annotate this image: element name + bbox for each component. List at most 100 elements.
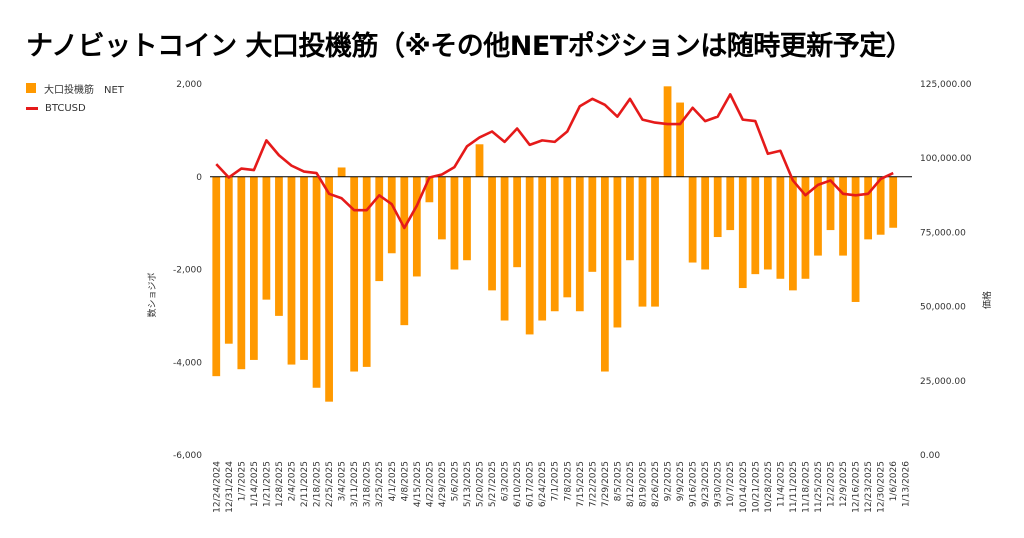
bar-5-27-2025 [488, 176, 496, 291]
y-tick-label: -6,000 [173, 451, 202, 461]
y2-axis-title: 価格 [981, 291, 993, 309]
bar-11-4-2025 [776, 176, 785, 279]
bar-1-14-2025 [249, 176, 258, 360]
x-tick-label: 1/13/2026 [902, 461, 912, 507]
bar-5-20-2025 [475, 144, 484, 177]
x-tick-label: 6/24/2025 [538, 461, 548, 507]
x-tick-label: 11/18/2025 [801, 461, 811, 513]
bar-4-22-2025 [425, 176, 434, 203]
bar-6-24-2025 [538, 176, 547, 321]
x-tick-label: 9/23/2025 [701, 461, 711, 507]
x-tick-label: 2/25/2025 [325, 461, 335, 507]
x-tick-label: 1/7/2025 [237, 461, 247, 501]
x-tick-label: 8/26/2025 [651, 461, 661, 507]
y2-tick-label: 25,000.00 [920, 377, 966, 387]
x-tick-label: 4/15/2025 [413, 461, 423, 507]
y-tick-label: 2,000 [176, 80, 202, 90]
legend-item-btcusd: BTCUSD [26, 98, 124, 118]
x-tick-label: 11/11/2025 [789, 461, 799, 513]
x-tick-label: 10/7/2025 [726, 461, 736, 507]
bar-12-23-2025 [864, 176, 873, 240]
bar-4-15-2025 [412, 176, 421, 277]
y2-tick-label: 100,000.00 [920, 154, 972, 164]
y-tick-label: -4,000 [173, 358, 202, 368]
x-tick-label: 6/3/2025 [501, 461, 511, 501]
x-tick-label: 8/5/2025 [613, 461, 623, 501]
bar-6-3-2025 [500, 176, 509, 321]
bar-11-11-2025 [789, 176, 797, 291]
bar-7-29-2025 [600, 176, 609, 372]
x-axis: 12/24/2024 12/31/2024 1/7/2025 1/14/2025 1/2… [212, 461, 911, 513]
x-tick-label: 4/22/2025 [425, 461, 435, 507]
x-tick-label: 3/4/2025 [338, 461, 348, 501]
chart-title: ナノビットコイン 大口投機筋（※その他NETポジションは随時更新予定） [26, 31, 913, 62]
x-tick-label: 10/21/2025 [751, 461, 761, 513]
bar-12-30-2025 [876, 176, 885, 235]
bar-8-5-2025 [613, 176, 622, 328]
x-tick-label: 7/8/2025 [563, 461, 573, 501]
bar-8-26-2025 [651, 176, 659, 307]
x-tick-label: 7/29/2025 [601, 461, 611, 507]
y-axis-right: 125,000.00 100,000.00 75,000.00 50,000.00 25… [920, 80, 972, 461]
x-tick-label: 12/30/2025 [877, 461, 887, 513]
bar-1-7-2025 [237, 176, 246, 370]
x-tick-label: 9/9/2025 [676, 461, 686, 501]
x-tick-label: 1/14/2025 [250, 461, 260, 507]
bar-12-9-2025 [839, 176, 847, 256]
bar-10-21-2025 [751, 176, 760, 275]
y-axis-title: 数ショジボ [146, 272, 158, 317]
line-series [215, 93, 894, 230]
y-tick-label: -2,000 [173, 266, 202, 276]
x-tick-label: 5/6/2025 [450, 461, 460, 501]
x-tick-label: 11/4/2025 [776, 461, 786, 507]
x-tick-label: 4/29/2025 [438, 461, 448, 507]
bar-12-16-2025 [851, 176, 860, 302]
bar-series [212, 86, 898, 402]
y-axis-left: 2,000 0 -2,000 -4,000 -6,000 [173, 80, 202, 461]
y2-tick-label: 50,000.00 [920, 303, 966, 313]
bar-11-25-2025 [814, 176, 822, 256]
bar-4-8-2025 [400, 176, 409, 326]
bar-3-18-2025 [362, 176, 371, 367]
bar-8-19-2025 [638, 176, 647, 307]
bar-12-2-2025 [826, 176, 835, 231]
y-tick-label: 0 [196, 173, 202, 183]
x-tick-label: 12/9/2025 [839, 461, 849, 507]
x-tick-label: 5/27/2025 [488, 461, 498, 507]
y2-tick-label: 75,000.00 [920, 228, 966, 238]
bar-9-2-2025 [663, 86, 672, 177]
bar-10-7-2025 [726, 176, 735, 231]
bar-2-18-2025 [312, 176, 321, 388]
bar-10-28-2025 [763, 176, 772, 270]
x-tick-label: 10/28/2025 [764, 461, 774, 513]
legend-swatch-line [26, 106, 38, 110]
legend-item-net: 大口投機筋 NET [26, 78, 124, 98]
x-tick-label: 8/19/2025 [638, 461, 648, 507]
bar-9-30-2025 [713, 176, 722, 238]
bar-5-13-2025 [463, 176, 471, 261]
x-tick-label: 11/25/2025 [814, 461, 824, 513]
x-tick-label: 10/14/2025 [739, 461, 749, 513]
x-tick-label: 1/6/2026 [889, 461, 899, 502]
bar-6-17-2025 [525, 176, 534, 335]
bar-1-21-2025 [262, 176, 271, 300]
bar-7-15-2025 [575, 176, 584, 312]
y2-tick-label: 0.00 [920, 451, 940, 461]
x-tick-label: 7/1/2025 [551, 461, 561, 501]
bar-10-14-2025 [738, 176, 747, 289]
bar-9-23-2025 [701, 176, 710, 270]
bar-1-6-2026 [889, 176, 898, 228]
legend-label-btcusd: BTCUSD [45, 102, 86, 114]
bar-4-29-2025 [438, 176, 446, 240]
x-tick-label: 9/2/2025 [664, 461, 674, 501]
x-tick-label: 12/23/2025 [864, 461, 874, 513]
bar-12-31-2024 [224, 176, 233, 344]
bar-3-11-2025 [350, 176, 359, 372]
bar-2-11-2025 [300, 176, 308, 360]
bar-9-16-2025 [688, 176, 697, 263]
x-tick-label: 9/30/2025 [714, 461, 724, 507]
y2-tick-label: 125,000.00 [920, 80, 972, 90]
x-tick-label: 1/21/2025 [262, 461, 272, 507]
bar-5-6-2025 [450, 176, 459, 270]
